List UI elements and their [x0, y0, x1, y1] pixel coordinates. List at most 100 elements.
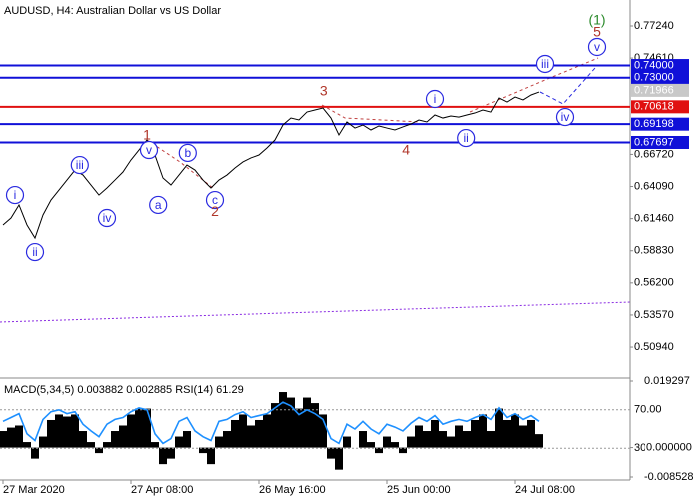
- level-box: [631, 135, 689, 149]
- y-tick-label: 0.77240: [634, 20, 674, 32]
- macd-bar: [471, 419, 479, 448]
- last-price-box: [631, 83, 689, 97]
- wave-label: v: [146, 143, 152, 157]
- macd-bar: [327, 447, 335, 459]
- rsi-tick-label: 70.00: [634, 404, 662, 416]
- wave-circle: [25, 242, 45, 262]
- wave-circle: [149, 195, 168, 215]
- macd-bar: [127, 414, 135, 448]
- macd-bar: [447, 436, 455, 448]
- macd-bar: [279, 392, 287, 448]
- x-tick-label: 27 Mar 2020: [3, 484, 65, 496]
- macd-tick-label: -0.008528: [644, 471, 694, 483]
- wave-label: (1): [588, 12, 605, 28]
- wave-label: iii: [541, 57, 549, 71]
- macd-bar: [367, 442, 375, 448]
- macd-bar: [23, 442, 31, 448]
- rsi-tick-label: 30: [634, 442, 646, 454]
- wave-circle: [139, 140, 159, 160]
- macd-tick-bg: [643, 375, 699, 387]
- macd-bar: [39, 436, 47, 448]
- macd-bar: [223, 431, 231, 448]
- macd-bar: [375, 447, 383, 454]
- x-tick-label: 25 Jun 00:00: [387, 484, 451, 496]
- macd-bar: [55, 414, 63, 448]
- wave-label: iii: [76, 158, 84, 172]
- wave-label: iv: [103, 211, 112, 225]
- macd-bar: [263, 414, 271, 448]
- level-label: 0.70618: [634, 101, 674, 113]
- macd-bar: [527, 419, 535, 448]
- wave-guide: [321, 104, 421, 123]
- macd-bar: [295, 408, 303, 448]
- macd-bar: [159, 447, 167, 465]
- level-box: [631, 59, 689, 73]
- chart-title: AUDUSD, H4: Australian Dollar vs US Doll…: [4, 5, 221, 17]
- y-tick-label: 0.64090: [634, 180, 674, 192]
- macd-bar: [95, 447, 103, 454]
- level-box: [631, 71, 689, 85]
- macd-bar: [15, 425, 23, 448]
- wave-label: ii: [32, 245, 37, 259]
- macd-bar: [487, 431, 495, 448]
- y-tick-label: 0.56200: [634, 277, 674, 289]
- macd-bar: [47, 419, 55, 448]
- wave-circle: [97, 208, 117, 228]
- macd-bar: [511, 414, 519, 448]
- wave-label: c: [212, 193, 218, 207]
- macd-bar: [135, 408, 143, 448]
- wave-circle: [5, 185, 25, 205]
- indicator-label: MACD(5,34,5) 0.003882 0.002885 RSI(14) 6…: [4, 384, 244, 396]
- wave-circle: [457, 128, 476, 148]
- y-tick-label: 0.58830: [634, 245, 674, 257]
- rsi-line: [2, 401, 540, 445]
- wave-circle: [70, 155, 89, 175]
- macd-bar: [151, 442, 159, 448]
- macd-bar: [391, 442, 399, 448]
- macd-bar: [119, 425, 127, 448]
- macd-bar: [519, 425, 527, 448]
- wave-label: 2: [211, 203, 219, 219]
- wave-label: i: [434, 92, 437, 106]
- wave-circle: [535, 54, 555, 74]
- macd-bar: [175, 436, 183, 448]
- macd-bar: [303, 397, 311, 448]
- macd-bar: [311, 403, 319, 448]
- macd-bar: [143, 408, 151, 448]
- macd-bar: [463, 431, 471, 448]
- y-tick-label: 0.66720: [634, 148, 674, 160]
- level-label: 0.67697: [634, 136, 674, 148]
- x-tick-label: 27 Apr 08:00: [131, 484, 193, 496]
- macd-bar: [335, 447, 343, 470]
- macd-bar: [503, 419, 511, 448]
- wave-label: b: [184, 146, 191, 160]
- moving-average: [0, 301, 631, 323]
- macd-bar: [31, 447, 39, 459]
- wave-circle: [178, 143, 197, 163]
- macd-bar: [415, 425, 423, 448]
- macd-bar: [423, 431, 431, 448]
- macd-bar: [183, 431, 191, 448]
- macd-bar: [7, 427, 15, 448]
- x-tick-label: 24 Jul 08:00: [515, 484, 575, 496]
- last-price-label: 0.71966: [634, 84, 674, 96]
- macd-bar: [287, 397, 295, 448]
- macd-bar: [247, 425, 255, 448]
- wave-label: a: [155, 198, 162, 212]
- macd-bar: [431, 419, 439, 448]
- y-tick-label: 0.61460: [634, 213, 674, 225]
- macd-bar: [167, 447, 175, 459]
- level-label: 0.73000: [634, 72, 674, 84]
- macd-tick-label: 0.019297: [644, 375, 690, 387]
- macd-bar: [87, 442, 95, 448]
- wave-label: i: [14, 188, 17, 202]
- macd-bar: [399, 447, 407, 454]
- macd-bar: [231, 419, 239, 448]
- wave-label: iv: [561, 110, 570, 124]
- macd-bar: [111, 431, 119, 448]
- macd-bar: [199, 447, 207, 454]
- wave-label: ii: [464, 131, 469, 145]
- macd-tick-bg: [643, 471, 699, 483]
